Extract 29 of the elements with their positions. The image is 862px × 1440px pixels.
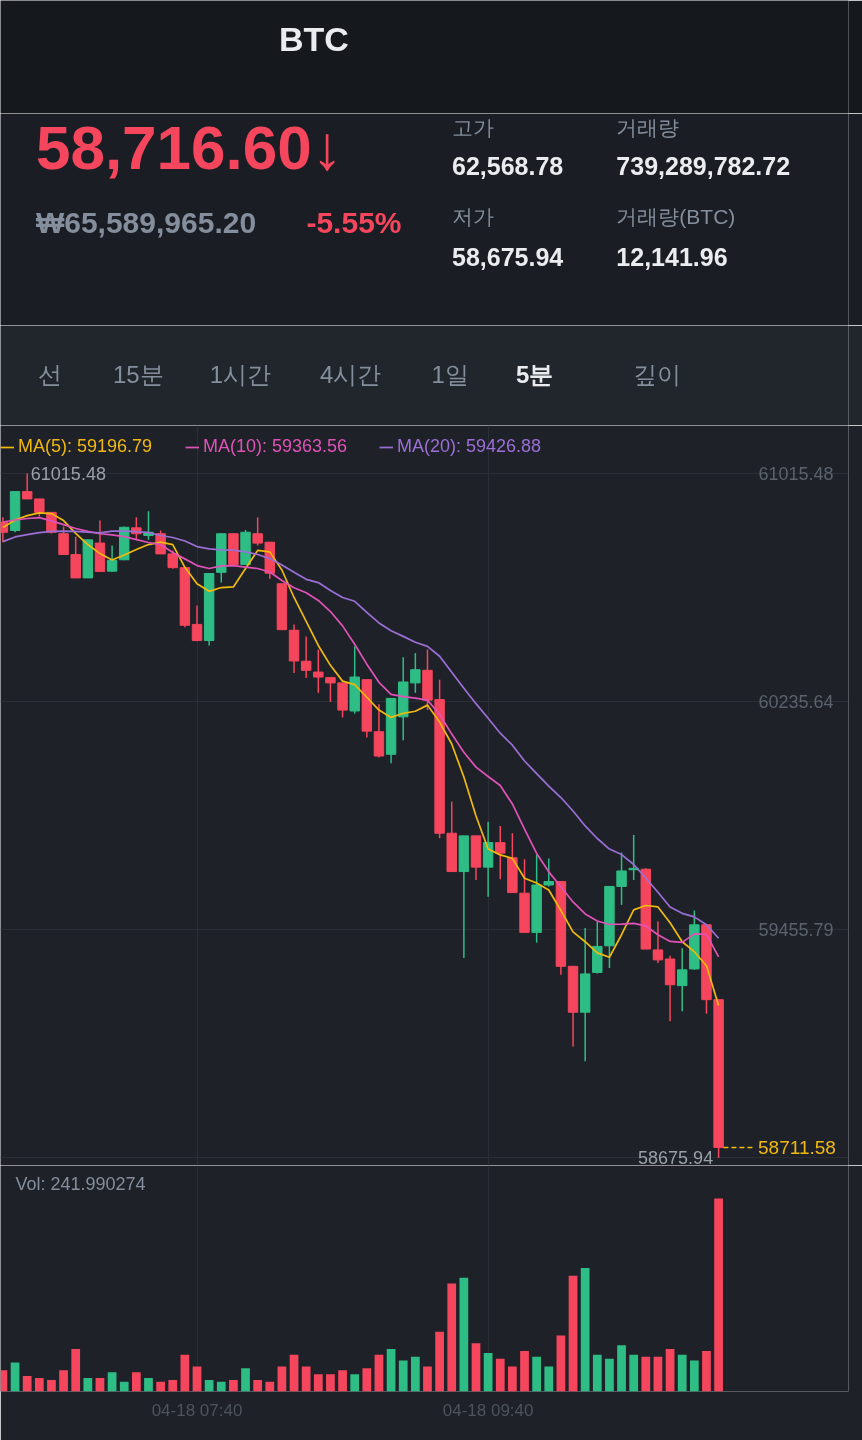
text: -5.55%: [306, 206, 402, 239]
text: 1시간: [209, 361, 272, 388]
annotation: 58675.94: [638, 1148, 714, 1169]
legend-label: MA(10): 59363.56: [203, 436, 348, 457]
text: 58,716.60↓: [35, 113, 343, 182]
text: 거래량: [616, 116, 680, 139]
text: 62,568.78: [452, 151, 564, 180]
text: 739,289,782.72: [616, 151, 791, 180]
text: Vol: 241.990274: [15, 1173, 146, 1194]
text: 4시간: [320, 361, 382, 388]
text: 1일: [431, 361, 469, 388]
annotation: 61015.48: [30, 464, 106, 485]
text: 12,141.96: [616, 242, 728, 271]
text: 저가: [452, 205, 495, 228]
y-tick-label: 61015.48: [758, 464, 834, 485]
text: 선: [37, 361, 62, 388]
text: 고가: [452, 116, 495, 139]
legend-label: MA(20): 59426.88: [397, 436, 542, 457]
legend-label: MA(5): 59196.79: [18, 436, 153, 457]
text: 깊이: [632, 361, 681, 388]
y-tick-label: 59455.79: [758, 920, 834, 941]
text: ₩65,589,965.20: [35, 206, 257, 239]
text: 거래량(BTC): [616, 205, 736, 228]
y-tick-label: 60235.64: [758, 692, 834, 713]
text: 15분: [112, 361, 164, 388]
chart-title: BTC: [278, 19, 349, 58]
text: 58,675.94: [452, 242, 564, 271]
text: 5분: [516, 361, 554, 388]
ref-line-label: 58711.58: [758, 1136, 836, 1158]
